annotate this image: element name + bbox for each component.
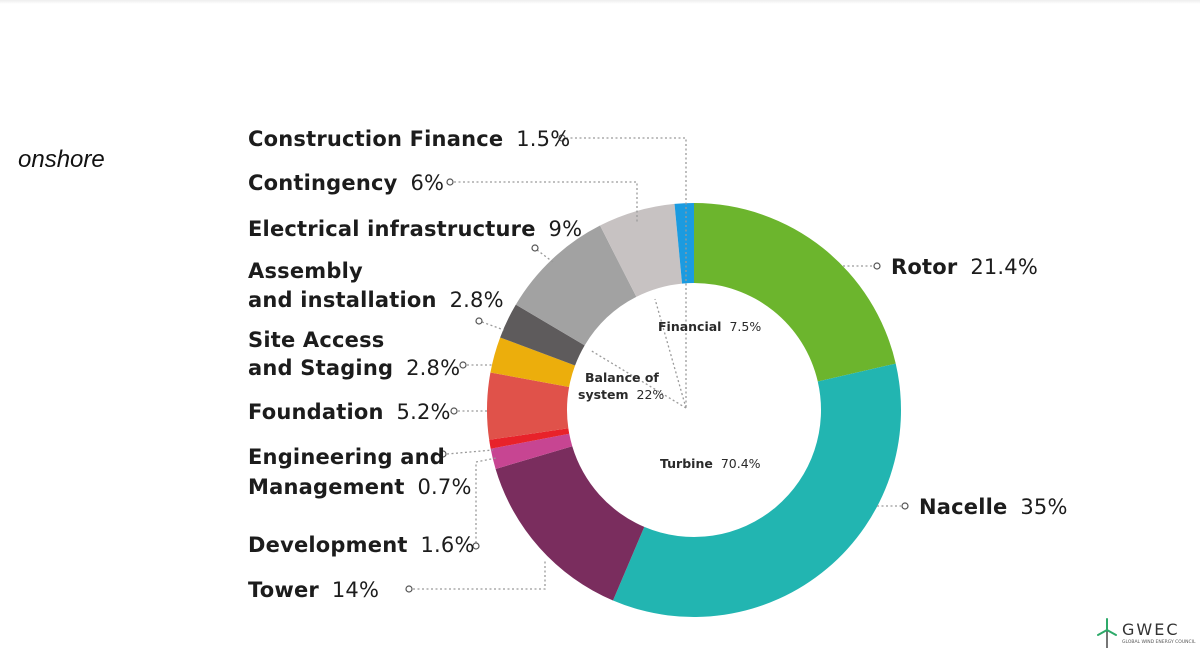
inner-divider-bos [589,349,687,409]
slice-engineering [489,428,570,449]
label-site-access-line1: Site Access [248,328,385,352]
leader-assembly [481,321,505,331]
label-foundation-pct: 5.2% [397,400,451,424]
slice-site-access [490,337,576,387]
inner-label-bos-line1: Balance of [585,370,659,385]
label-engineering-line1: Engineering and [248,445,445,469]
label-site-access-pct: 2.8% [406,356,460,380]
label-assembly-line1: Assembly [248,259,363,283]
label-engineering-name-2: Management [248,475,405,499]
slice-nacelle [612,363,901,617]
label-contingency-pct: 6% [410,171,444,195]
gwec-logo: GWEC GLOBAL WIND ENERGY COUNCIL [1096,616,1196,652]
leader-dot-engineering [439,450,447,458]
inner-label-turbine: Turbine 70.4% [660,456,761,471]
label-rotor-name: Rotor [891,255,958,279]
label-engineering-name-1: Engineering and [248,445,445,469]
leader-electrical [536,249,554,263]
inner-label-turbine-name: Turbine [660,456,713,471]
logo-text: GWEC [1122,620,1180,639]
label-electrical-pct: 9% [549,217,583,241]
label-foundation-name: Foundation [248,400,384,424]
inner-label-bos-name-2: system [578,387,629,402]
slice-electrical [515,225,637,346]
label-development-pct: 1.6% [420,533,474,557]
slice-contingency [600,203,683,297]
label-assembly-name-1: Assembly [248,259,363,283]
slice-development [490,433,573,469]
logo-subtitle: GLOBAL WIND ENERGY COUNCIL [1122,640,1196,645]
label-site-access-name-1: Site Access [248,328,385,352]
label-tower-pct: 14% [332,578,379,602]
inner-divider-financial [654,298,687,409]
inner-label-bos-pct: 22% [637,387,665,402]
label-development-name: Development [248,533,408,557]
leader-dot-electrical [531,244,539,252]
label-assembly-line2: and installation 2.8% [248,288,504,312]
inner-label-financial-name: Financial [658,319,721,334]
inner-label-financial-pct: 7.5% [729,319,761,334]
label-nacelle: Nacelle 35% [919,495,1068,519]
label-contingency-name: Contingency [248,171,398,195]
leader-dot-tower [405,585,413,593]
slice-assembly [500,304,585,366]
label-rotor: Rotor 21.4% [891,255,1038,279]
leader-lines [405,134,909,593]
label-tower-name: Tower [248,578,319,602]
label-nacelle-pct: 35% [1020,495,1067,519]
label-tower: Tower 14% [248,578,379,602]
inner-label-turbine-pct: 70.4% [721,456,761,471]
wind-turbine-icon [1097,618,1117,648]
label-rotor-pct: 21.4% [970,255,1038,279]
label-electrical: Electrical infrastructure 9% [248,217,582,241]
label-foundation: Foundation 5.2% [248,400,451,424]
leader-development [475,457,497,543]
leader-tower [413,560,546,590]
label-site-access-line2: and Staging 2.8% [248,356,460,380]
slice-construction-finance [674,203,694,284]
label-site-access-name-2: and Staging [248,356,393,380]
label-assembly-pct: 2.8% [450,288,504,312]
label-engineering-line2: Management 0.7% [248,475,472,499]
leader-engineering [446,449,494,455]
inner-label-bos-line2: system 22% [578,387,664,402]
label-construction-finance: Construction Finance 1.5% [248,127,570,151]
label-assembly-name-2: and installation [248,288,437,312]
slice-rotor [694,203,896,382]
label-construction-finance-pct: 1.5% [516,127,570,151]
label-electrical-name: Electrical infrastructure [248,217,536,241]
leader-dot-construction-finance [558,134,566,142]
leader-dot-assembly [475,317,483,325]
label-engineering-pct: 0.7% [417,475,471,499]
leader-dot-development [472,542,480,550]
inner-label-bos-name-1: Balance of [585,370,659,385]
leader-dot-contingency [446,178,454,186]
label-contingency: Contingency 6% [248,171,444,195]
leader-dot-rotor [873,262,881,270]
label-nacelle-name: Nacelle [919,495,1007,519]
page-label: onshore [18,146,105,173]
leader-dot-site-access [459,361,467,369]
top-rule [0,0,1200,4]
slice-tower [495,446,645,601]
leader-dot-foundation [450,407,458,415]
label-development: Development 1.6% [248,533,475,557]
leader-dot-nacelle [901,502,909,510]
inner-label-financial: Financial 7.5% [658,319,761,334]
label-construction-finance-name: Construction Finance [248,127,503,151]
slice-foundation [487,372,570,440]
donut-slices [487,203,901,617]
leader-contingency [454,181,638,222]
